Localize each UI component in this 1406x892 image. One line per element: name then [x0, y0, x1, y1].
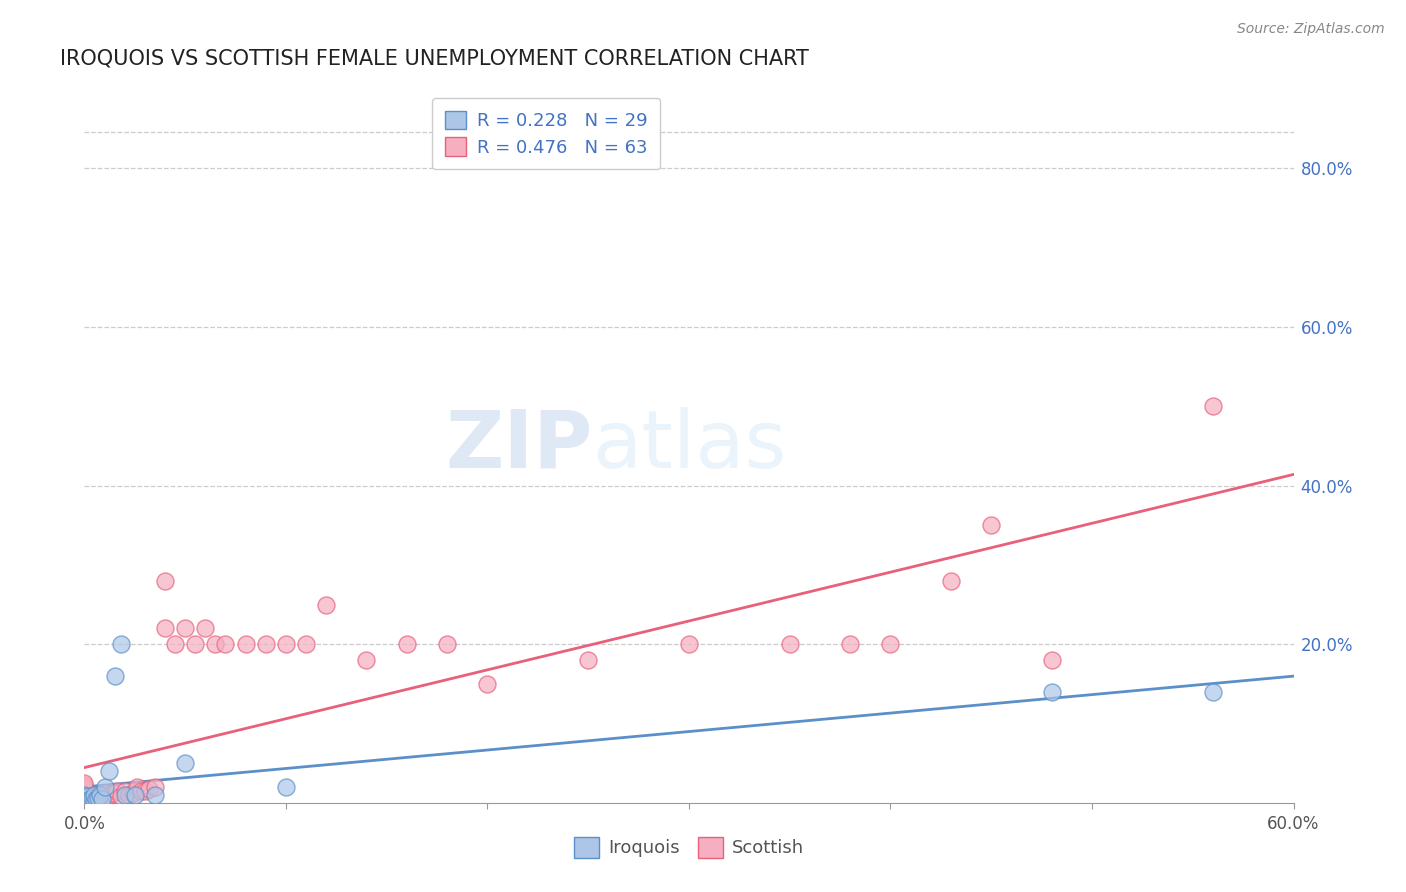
Point — [165, 637, 187, 651]
Point — [73, 792, 96, 806]
Point — [174, 621, 197, 635]
Point — [73, 791, 96, 805]
Point — [77, 789, 100, 804]
Point — [678, 637, 700, 651]
Point — [73, 791, 96, 805]
Point — [124, 788, 146, 802]
Point — [104, 669, 127, 683]
Point — [1040, 685, 1063, 699]
Point — [184, 637, 207, 651]
Point — [86, 792, 108, 806]
Point — [143, 780, 166, 794]
Point — [91, 792, 114, 806]
Point — [82, 789, 104, 804]
Point — [138, 781, 160, 796]
Point — [274, 780, 297, 794]
Point — [87, 789, 110, 804]
Point — [125, 780, 148, 794]
Point — [73, 776, 96, 790]
Point — [101, 786, 124, 800]
Point — [93, 789, 115, 804]
Point — [97, 788, 120, 802]
Point — [73, 796, 96, 810]
Point — [315, 598, 337, 612]
Point — [73, 794, 96, 808]
Point — [73, 792, 96, 806]
Point — [194, 621, 217, 635]
Point — [980, 518, 1002, 533]
Text: Source: ZipAtlas.com: Source: ZipAtlas.com — [1237, 22, 1385, 37]
Point — [114, 788, 136, 802]
Point — [79, 792, 101, 806]
Point — [87, 791, 110, 805]
Point — [356, 653, 378, 667]
Point — [97, 764, 120, 778]
Point — [83, 792, 105, 806]
Point — [477, 677, 499, 691]
Point — [576, 653, 599, 667]
Text: ZIP: ZIP — [444, 407, 592, 485]
Point — [114, 784, 136, 798]
Point — [129, 784, 152, 798]
Point — [110, 637, 132, 651]
Point — [73, 789, 96, 804]
Point — [118, 788, 141, 802]
Point — [879, 637, 901, 651]
Point — [73, 781, 96, 796]
Point — [73, 788, 96, 802]
Point — [73, 794, 96, 808]
Point — [73, 778, 96, 792]
Point — [73, 786, 96, 800]
Point — [939, 574, 962, 588]
Point — [153, 621, 176, 635]
Point — [395, 637, 418, 651]
Point — [839, 637, 862, 651]
Point — [73, 792, 96, 806]
Point — [214, 637, 236, 651]
Point — [153, 574, 176, 588]
Point — [73, 783, 96, 797]
Point — [121, 786, 143, 800]
Point — [105, 784, 128, 798]
Point — [235, 637, 257, 651]
Point — [89, 788, 111, 802]
Point — [73, 793, 96, 807]
Point — [73, 785, 96, 799]
Point — [86, 791, 108, 805]
Point — [73, 793, 96, 807]
Text: IROQUOIS VS SCOTTISH FEMALE UNEMPLOYMENT CORRELATION CHART: IROQUOIS VS SCOTTISH FEMALE UNEMPLOYMENT… — [60, 48, 808, 68]
Point — [73, 796, 96, 810]
Point — [77, 792, 100, 806]
Point — [82, 791, 104, 805]
Point — [93, 786, 115, 800]
Point — [436, 637, 458, 651]
Point — [77, 792, 100, 806]
Point — [274, 637, 297, 651]
Point — [134, 784, 156, 798]
Point — [1040, 653, 1063, 667]
Point — [79, 791, 101, 805]
Point — [73, 789, 96, 804]
Legend: Iroquois, Scottish: Iroquois, Scottish — [567, 830, 811, 865]
Text: atlas: atlas — [592, 407, 786, 485]
Point — [174, 756, 197, 771]
Point — [254, 637, 277, 651]
Point — [89, 788, 111, 802]
Point — [1202, 400, 1225, 414]
Point — [295, 637, 318, 651]
Point — [73, 792, 96, 806]
Point — [1202, 685, 1225, 699]
Point — [73, 780, 96, 794]
Point — [83, 793, 105, 807]
Point — [110, 789, 132, 804]
Point — [779, 637, 801, 651]
Point — [204, 637, 226, 651]
Point — [83, 788, 105, 802]
Point — [93, 792, 115, 806]
Point — [143, 788, 166, 802]
Point — [93, 780, 115, 794]
Point — [73, 788, 96, 802]
